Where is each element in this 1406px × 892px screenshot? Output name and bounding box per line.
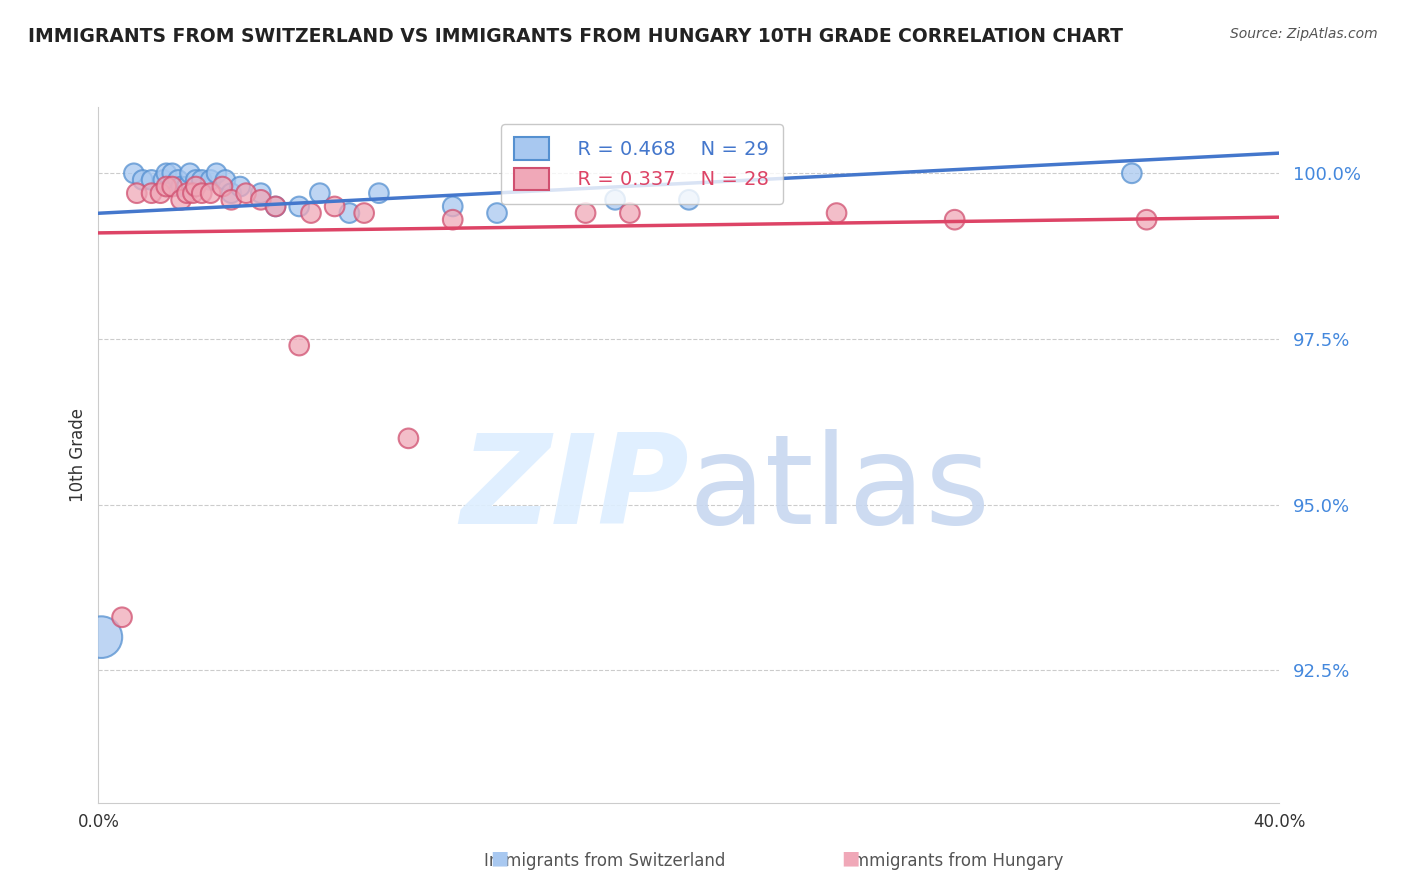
Y-axis label: 10th Grade: 10th Grade (69, 408, 87, 502)
Point (211, 179, 233, 194)
Point (441, 212, 464, 227)
Point (825, 206, 848, 220)
Point (184, 173, 207, 187)
Point (605, 193, 627, 207)
Point (155, 179, 177, 194)
Legend:   R = 0.468    N = 29,   R = 0.337    N = 28: R = 0.468 N = 29, R = 0.337 N = 28 (501, 124, 783, 203)
Text: ■: ■ (489, 848, 509, 867)
Point (219, 186, 242, 201)
Point (486, 206, 509, 220)
Text: ZIP: ZIP (460, 429, 689, 550)
Point (184, 179, 207, 194)
Point (288, 338, 311, 352)
Point (441, 199, 464, 213)
Text: IMMIGRANTS FROM SWITZERLAND VS IMMIGRANTS FROM HUNGARY 10TH GRADE CORRELATION CH: IMMIGRANTS FROM SWITZERLAND VS IMMIGRANT… (28, 27, 1123, 45)
Point (167, 173, 190, 187)
Point (170, 193, 193, 207)
Point (574, 206, 596, 220)
Text: atlas: atlas (689, 429, 991, 550)
Point (111, 610, 134, 624)
Text: Immigrants from Switzerland: Immigrants from Switzerland (484, 852, 725, 870)
Point (337, 206, 360, 220)
Point (219, 193, 242, 207)
Point (214, 173, 236, 187)
Point (90, 630, 112, 644)
Point (162, 166, 183, 180)
Point (181, 186, 204, 201)
Point (353, 206, 375, 220)
Point (235, 186, 257, 201)
Point (250, 193, 273, 207)
Point (132, 173, 155, 187)
Point (229, 179, 252, 194)
Point (200, 186, 222, 201)
Point (1135, 212, 1157, 227)
Point (200, 173, 222, 187)
Point (141, 186, 163, 201)
Point (149, 186, 172, 201)
Point (1121, 166, 1143, 180)
Point (122, 166, 145, 180)
Text: Immigrants from Hungary: Immigrants from Hungary (848, 852, 1064, 870)
Point (176, 179, 198, 194)
Point (288, 199, 311, 213)
Point (162, 179, 183, 194)
Point (264, 199, 287, 213)
Point (396, 431, 419, 445)
Point (943, 212, 966, 227)
Point (250, 186, 273, 201)
Point (191, 173, 214, 187)
Point (299, 206, 322, 220)
Text: ■: ■ (841, 848, 860, 867)
Point (155, 166, 177, 180)
Point (141, 173, 163, 187)
Point (678, 193, 700, 207)
Point (368, 186, 391, 201)
Point (170, 179, 193, 194)
Point (309, 186, 332, 201)
Point (176, 186, 198, 201)
Text: Source: ZipAtlas.com: Source: ZipAtlas.com (1230, 27, 1378, 41)
Point (264, 199, 287, 213)
Point (191, 186, 214, 201)
Point (179, 166, 201, 180)
Point (152, 173, 174, 187)
Point (619, 206, 641, 220)
Point (205, 166, 228, 180)
Point (323, 199, 346, 213)
Point (125, 186, 148, 201)
